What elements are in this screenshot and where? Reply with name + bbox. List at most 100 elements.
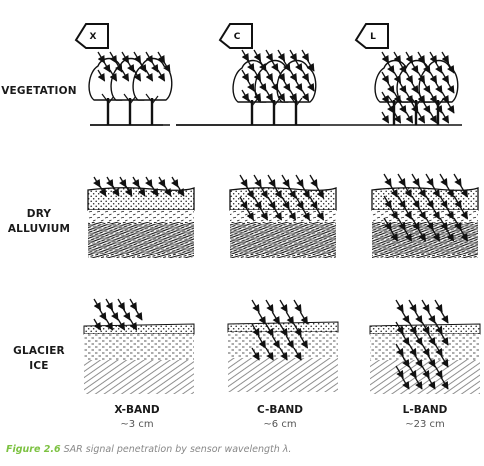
signal-arrow [267, 174, 276, 188]
signal-arrow [408, 343, 417, 357]
signal-arrow [398, 61, 407, 74]
signal-arrow [459, 184, 469, 198]
signal-arrow [277, 69, 286, 82]
signal-arrow [93, 318, 102, 331]
ice-deep-layer [370, 360, 480, 394]
signal-arrow [389, 206, 399, 220]
signal-arrow [417, 91, 426, 104]
signal-arrow [285, 311, 295, 325]
alluvium-texture [230, 224, 336, 254]
signal-arrow [301, 89, 310, 102]
signal-arrow [246, 79, 255, 92]
tree-branch [123, 93, 131, 103]
signal-arrow [293, 323, 302, 337]
signal-arrow [445, 228, 455, 242]
ground-layers [83, 124, 481, 394]
signal-arrow [445, 184, 455, 198]
tree-branch [295, 97, 303, 107]
signal-arrow [293, 347, 302, 361]
signal-arrow [253, 196, 262, 210]
signal-arrow [265, 89, 274, 102]
signal-arrow [301, 207, 311, 221]
signal-arrow [439, 195, 448, 209]
signal-arrow [315, 185, 325, 199]
signal-arrow [417, 228, 427, 242]
alluvium-middle-layer [230, 210, 336, 222]
signal-arrow [265, 49, 274, 62]
signal-arrow [408, 299, 417, 313]
signal-arrow [257, 311, 267, 325]
signal-arrow [267, 196, 276, 210]
tree-branch [145, 93, 153, 103]
signal-arrow [279, 299, 288, 313]
signal-arrow [306, 59, 315, 72]
signal-arrow [398, 81, 407, 94]
signal-arrow [429, 71, 438, 84]
signal-arrow [397, 217, 406, 231]
signal-arrow [405, 91, 414, 104]
signal-arrow [408, 321, 417, 335]
signal-arrow [114, 60, 123, 73]
signal-arrow [253, 49, 262, 62]
signal-arrow [405, 111, 414, 124]
signal-arrow [282, 79, 291, 92]
signal-arrow [241, 69, 250, 82]
signal-arrow [441, 51, 450, 64]
signal-arrow [383, 217, 392, 231]
signal-arrow [434, 101, 443, 114]
signal-arrow [287, 207, 297, 221]
signal-arrow [277, 89, 286, 102]
signal-arrow [425, 217, 434, 231]
signal-arrow [411, 195, 420, 209]
alluvium-surface-layer [371, 187, 479, 211]
figure-number: Figure 2.6 [6, 444, 61, 455]
signal-arrow [289, 89, 298, 102]
signal-arrow [422, 61, 431, 74]
signal-arrow [158, 176, 166, 188]
sensor-letter-l: L [370, 32, 376, 42]
signal-arrow [397, 195, 406, 209]
signal-arrow [381, 91, 390, 104]
signal-arrow [414, 376, 423, 390]
ice-fragment-layer [370, 334, 480, 360]
signal-arrow [417, 71, 426, 84]
signal-arrow [138, 60, 147, 73]
signal-arrow [105, 318, 114, 331]
signal-arrow [431, 228, 441, 242]
signal-arrow [150, 185, 159, 197]
signal-arrow [414, 332, 423, 346]
signal-arrow [417, 184, 427, 198]
signal-arrow [414, 310, 423, 324]
signal-arrow [129, 318, 138, 331]
signal-arrow [383, 195, 392, 209]
signal-arrow [410, 101, 419, 114]
ice-surface-layer [227, 321, 339, 333]
signal-arrow [453, 195, 462, 209]
signal-arrow [381, 51, 390, 64]
signal-arrow [393, 111, 402, 124]
signal-arrow [381, 71, 390, 84]
band-name-l: L-BAND [402, 404, 448, 416]
signal-arrow [434, 299, 443, 313]
signal-arrow [287, 185, 297, 199]
signal-arrow [253, 174, 262, 188]
signal-arrow [163, 185, 172, 197]
signal-arrow [421, 365, 430, 379]
signal-arrow [106, 176, 114, 188]
signal-arrow [403, 206, 413, 220]
signal-arrow [441, 71, 450, 84]
signal-arrow [398, 101, 407, 114]
signal-arrow [446, 101, 455, 114]
signal-arrow [440, 354, 449, 368]
signal-arrow [132, 176, 140, 188]
signal-arrow [301, 185, 311, 199]
signal-arrow [403, 228, 413, 242]
signal-arrow [294, 79, 303, 92]
signal-arrow [246, 59, 255, 72]
signal-arrow [295, 196, 304, 210]
signal-arrow [410, 81, 419, 94]
signal-arrow [459, 228, 469, 242]
signal-arrow [395, 343, 404, 357]
signal-arrow [251, 299, 260, 313]
signal-arrow [401, 332, 410, 346]
